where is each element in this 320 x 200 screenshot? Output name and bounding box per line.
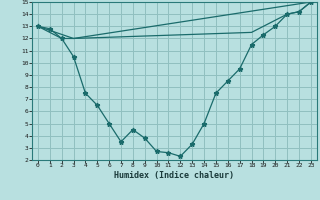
X-axis label: Humidex (Indice chaleur): Humidex (Indice chaleur) — [115, 171, 234, 180]
